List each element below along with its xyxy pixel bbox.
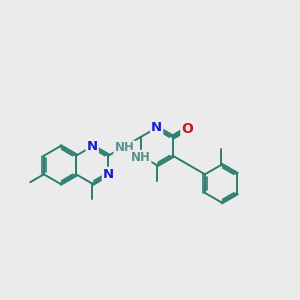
Text: NH: NH bbox=[115, 141, 134, 154]
Text: N: N bbox=[151, 121, 162, 134]
Text: N: N bbox=[103, 168, 114, 181]
Text: N: N bbox=[87, 140, 98, 153]
Text: NH: NH bbox=[130, 151, 151, 164]
Text: O: O bbox=[181, 122, 193, 136]
